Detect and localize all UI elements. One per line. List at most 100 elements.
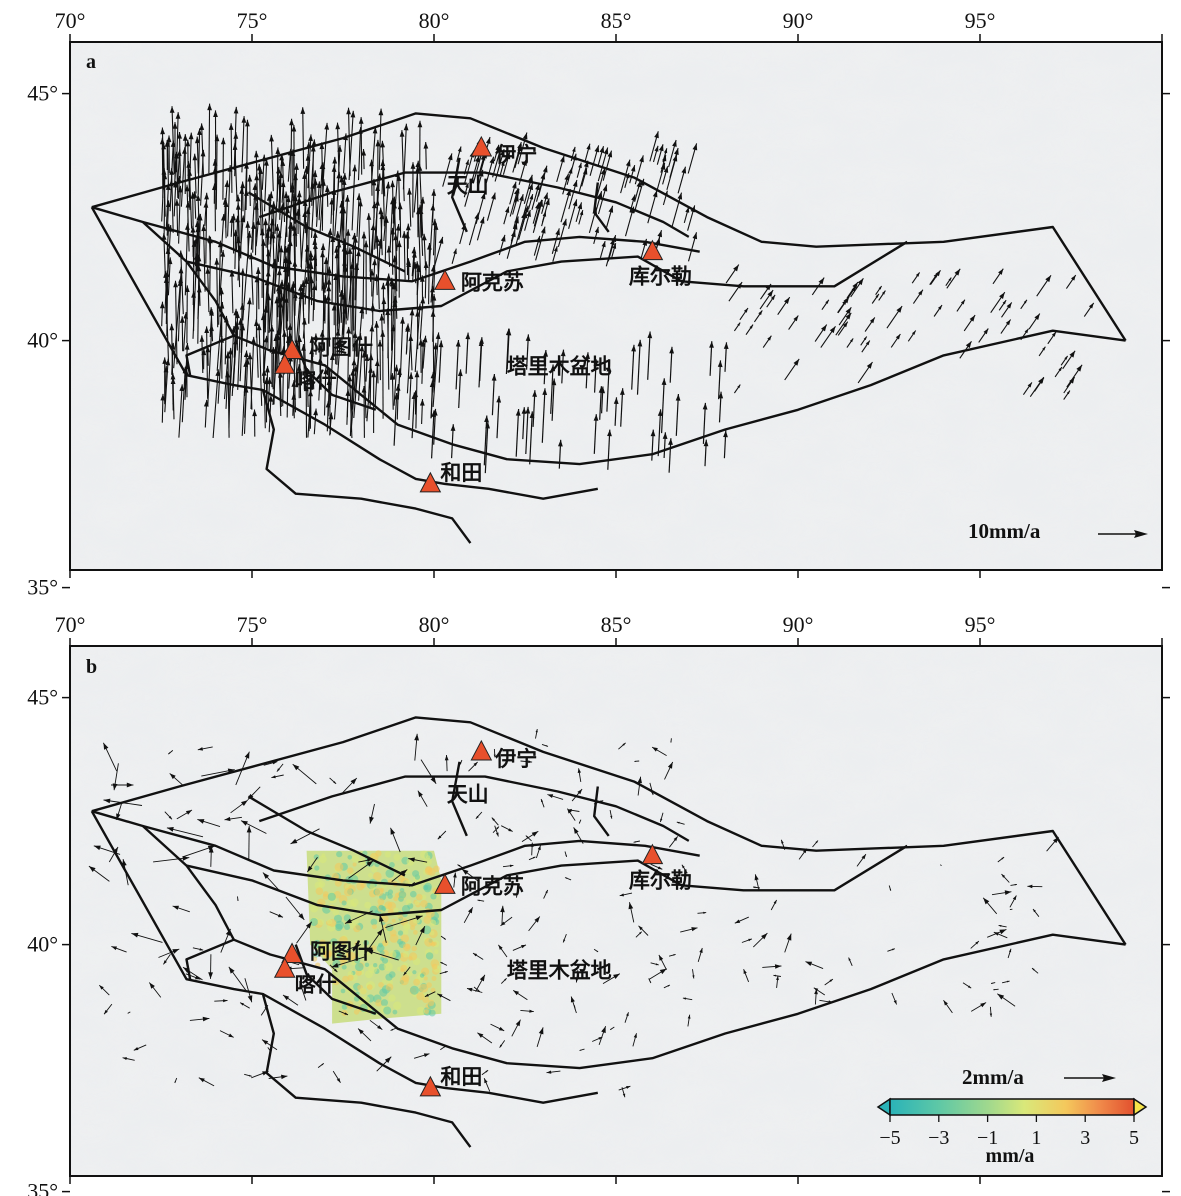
velocity-vector [188, 132, 192, 197]
velocity-arrowhead [998, 925, 1002, 927]
velocity-arrowhead [461, 869, 469, 875]
velocity-arrowhead [495, 144, 500, 151]
place-label: 库尔勒 [629, 265, 692, 289]
velocity-arrowhead [377, 239, 383, 246]
velocity-arrowhead [597, 191, 603, 199]
velocity-arrowhead [600, 386, 605, 394]
velocity-arrowhead [344, 1012, 348, 1015]
velocity-vector [176, 149, 181, 191]
velocity-arrowhead [743, 969, 747, 974]
velocity-arrowhead [347, 247, 353, 254]
velocity-arrowhead [479, 337, 484, 344]
velocity-arrowhead [480, 192, 486, 200]
velocity-arrowhead [737, 384, 741, 389]
velocity-vector [194, 153, 197, 194]
velocity-arrowhead [484, 1078, 488, 1084]
velocity-vector [417, 207, 422, 279]
velocity-arrowhead [805, 961, 813, 966]
velocity-vector [207, 324, 213, 406]
velocity-vector [272, 328, 280, 405]
insar-point [414, 874, 421, 880]
velocity-arrowhead [639, 155, 644, 163]
insar-point [341, 964, 347, 970]
velocity-arrowhead [411, 392, 417, 400]
velocity-arrowhead [613, 397, 619, 404]
velocity-vector [298, 335, 302, 399]
velocity-arrowhead [167, 257, 173, 265]
velocity-arrowhead [258, 167, 264, 175]
insar-point [363, 940, 370, 946]
velocity-arrowhead [533, 856, 536, 859]
velocity-vector [304, 166, 308, 234]
fault-line [142, 220, 700, 283]
velocity-arrowhead [496, 395, 502, 403]
insar-point [414, 900, 420, 906]
velocity-arrowhead [312, 238, 318, 245]
velocity-vector [389, 197, 394, 252]
velocity-arrowhead [577, 202, 583, 210]
lon-tick-label: 75° [237, 8, 268, 33]
velocity-arrowhead [185, 810, 192, 815]
velocity-arrowhead [489, 156, 495, 164]
insar-point [347, 855, 353, 860]
velocity-arrowhead [546, 1070, 552, 1074]
insar-point [311, 956, 318, 962]
velocity-vector [406, 308, 413, 394]
velocity-arrowhead [455, 340, 461, 347]
velocity-arrowhead [390, 827, 396, 835]
velocity-arrowhead [723, 342, 729, 349]
velocity-arrowhead [205, 267, 211, 274]
velocity-arrowhead [280, 159, 286, 166]
velocity-vector [222, 137, 224, 200]
velocity-arrowhead [431, 189, 437, 196]
velocity-arrowhead [437, 993, 443, 998]
velocity-arrowhead [753, 886, 756, 889]
velocity-vector [336, 240, 340, 326]
velocity-arrowhead [283, 995, 290, 1001]
velocity-arrowhead [535, 202, 540, 210]
velocity-vector [280, 265, 287, 334]
velocity-arrowhead [277, 913, 283, 918]
velocity-arrowhead [225, 370, 230, 378]
velocity-arrowhead [190, 226, 196, 233]
insar-point [380, 910, 386, 915]
velocity-arrowhead [384, 1056, 392, 1063]
velocity-arrowhead [316, 181, 322, 189]
velocity-arrowhead [271, 347, 276, 354]
velocity-arrowhead [414, 733, 419, 741]
place-label: 和田 [440, 1065, 482, 1089]
velocity-arrowhead [535, 729, 538, 733]
velocity-arrowhead [657, 230, 662, 238]
velocity-arrowhead [183, 312, 188, 319]
velocity-arrowhead [433, 223, 439, 230]
colorbar-tick-label: −1 [977, 1127, 998, 1149]
velocity-arrowhead [431, 294, 437, 301]
velocity-vector [393, 392, 398, 446]
velocity-arrowhead [793, 315, 799, 322]
velocity-arrowhead [1027, 884, 1033, 889]
velocity-arrowhead [1071, 275, 1076, 281]
velocity-arrowhead [269, 206, 275, 214]
fault-line [90, 810, 472, 1148]
colorbar-tick-label: 3 [1080, 1127, 1090, 1149]
velocity-vector [432, 332, 440, 407]
velocity-arrowhead [1069, 350, 1076, 358]
velocity-arrowhead [999, 929, 1007, 935]
insar-point [339, 936, 348, 945]
velocity-arrowhead [1053, 837, 1059, 844]
velocity-vector [228, 347, 232, 428]
velocity-arrowhead [354, 263, 360, 270]
panel-a-letter: a [86, 51, 96, 73]
insar-point [341, 957, 348, 963]
velocity-vector [197, 128, 201, 195]
velocity-arrowhead [773, 900, 777, 904]
velocity-vector [255, 193, 258, 238]
insar-point [400, 968, 405, 973]
lon-tick-label: 70° [55, 8, 86, 33]
velocity-arrowhead [1005, 319, 1011, 326]
velocity-arrowhead [1045, 275, 1051, 283]
velocity-arrowhead [240, 268, 246, 276]
velocity-arrowhead [313, 408, 318, 416]
velocity-arrowhead [657, 409, 663, 416]
